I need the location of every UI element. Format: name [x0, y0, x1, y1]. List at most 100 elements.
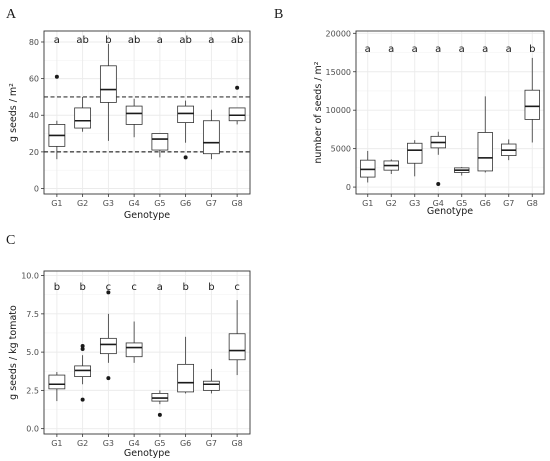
y-tick-label: 0.0 — [26, 425, 39, 434]
significance-letter: b — [529, 44, 535, 55]
box-iqr — [99, 337, 117, 355]
x-tick-label: G6 — [180, 199, 191, 208]
x-tick-label: G2 — [77, 439, 88, 448]
box-iqr — [125, 342, 143, 358]
box-g1 — [48, 74, 66, 160]
box-g7 — [202, 368, 220, 394]
y-tick-label: 80 — [29, 38, 39, 47]
significance-letter: a — [365, 44, 371, 55]
x-tick-label: G4 — [128, 439, 139, 448]
significance-letter: a — [388, 44, 394, 55]
x-tick-label: G8 — [231, 439, 242, 448]
x-tick-label: G5 — [154, 199, 165, 208]
significance-letter: b — [54, 282, 60, 293]
box-g5 — [454, 167, 470, 176]
x-tick-label: G4 — [433, 199, 444, 208]
outlier-point — [106, 290, 111, 295]
box-g2 — [383, 159, 399, 175]
box-g5 — [151, 390, 169, 417]
box-g1 — [360, 150, 376, 183]
x-tick-label: G2 — [386, 199, 397, 208]
box-g3 — [99, 43, 117, 141]
significance-letter: ab — [76, 35, 88, 46]
outlier-point — [157, 412, 162, 417]
box-iqr — [202, 380, 220, 391]
box-g2 — [74, 343, 92, 402]
x-tick-label: G8 — [527, 199, 538, 208]
significance-letter: a — [54, 35, 60, 46]
y-tick-label: 0 — [346, 183, 351, 192]
x-tick-label: G7 — [206, 439, 217, 448]
x-tick-label: G6 — [480, 199, 491, 208]
box-iqr — [99, 65, 117, 103]
y-tick-label: 0 — [34, 185, 39, 194]
significance-letter: a — [157, 35, 163, 46]
y-tick-label: 10000 — [326, 106, 351, 115]
x-axis-title: Genotype — [124, 210, 170, 221]
outlier-point — [80, 343, 85, 348]
box-iqr — [151, 133, 169, 151]
y-tick-label: 15000 — [326, 68, 351, 77]
outlier-point — [183, 155, 188, 160]
outlier-point — [235, 85, 240, 90]
significance-letter: ab — [128, 35, 140, 46]
significance-letter: ab — [231, 35, 243, 46]
x-tick-label: G3 — [103, 439, 114, 448]
significance-letter: c — [106, 282, 112, 293]
x-tick-label: G7 — [206, 199, 217, 208]
box-g6 — [477, 96, 493, 173]
x-tick-label: G4 — [128, 199, 139, 208]
significance-letter: a — [157, 282, 163, 293]
significance-letter: c — [131, 282, 137, 293]
y-tick-label: 20000 — [326, 29, 351, 38]
box-g5 — [151, 133, 169, 158]
x-tick-label: G1 — [51, 199, 62, 208]
significance-letter: a — [506, 44, 512, 55]
significance-letter: a — [412, 44, 418, 55]
outlier-point — [80, 347, 85, 352]
panel-c: Cb b c c a b b c 0.0 2.5 5.0 7.5 10.0 G1 G2 G3 G4 G5 G6 G7 G… — [6, 233, 251, 459]
y-tick-label: 5.0 — [26, 348, 39, 357]
y-axis-title: g seeds / m² — [8, 83, 19, 142]
significance-letter: ab — [179, 35, 191, 46]
panel-letter: C — [6, 233, 15, 248]
significance-letter: a — [435, 44, 441, 55]
box-iqr — [524, 89, 540, 120]
x-tick-label: G7 — [503, 199, 514, 208]
y-tick-label: 40 — [29, 111, 39, 120]
box-g3 — [99, 290, 117, 381]
box-g3 — [407, 140, 423, 177]
x-axis-title: Genotype — [427, 206, 473, 217]
box-g8 — [228, 85, 246, 125]
box-g6 — [177, 100, 195, 160]
significance-letter: a — [482, 44, 488, 55]
box-iqr — [48, 374, 66, 390]
box-g1 — [48, 372, 66, 402]
significance-letter: b — [79, 282, 85, 293]
box-g2 — [74, 96, 92, 132]
outlier-point — [54, 74, 59, 79]
y-tick-label: 7.5 — [26, 310, 39, 319]
panel-a: Aa ab b ab a ab a ab 0 20 40 60 80 G1 G2 G3 G4 G5 G6 G7 G8 Ge… — [6, 7, 251, 221]
x-tick-label: G3 — [103, 199, 114, 208]
box-iqr — [477, 132, 493, 172]
x-axis-title: Genotype — [124, 448, 170, 459]
box-g4 — [430, 131, 446, 187]
x-tick-label: G1 — [51, 439, 62, 448]
box-iqr — [177, 363, 195, 393]
y-tick-label: 10.0 — [21, 272, 39, 281]
y-axis-title: number of seeds / m² — [313, 61, 324, 163]
box-g7 — [202, 109, 220, 160]
box-g6 — [177, 336, 195, 394]
significance-letter: c — [234, 282, 240, 293]
outlier-point — [80, 397, 85, 402]
box-g4 — [125, 98, 143, 138]
significance-letter: a — [208, 35, 214, 46]
x-tick-label: G6 — [180, 439, 191, 448]
significance-letter: a — [459, 44, 465, 55]
outlier-point — [436, 182, 441, 187]
plot-border — [43, 30, 251, 195]
x-tick-label: G5 — [456, 199, 467, 208]
box-iqr — [407, 142, 423, 164]
